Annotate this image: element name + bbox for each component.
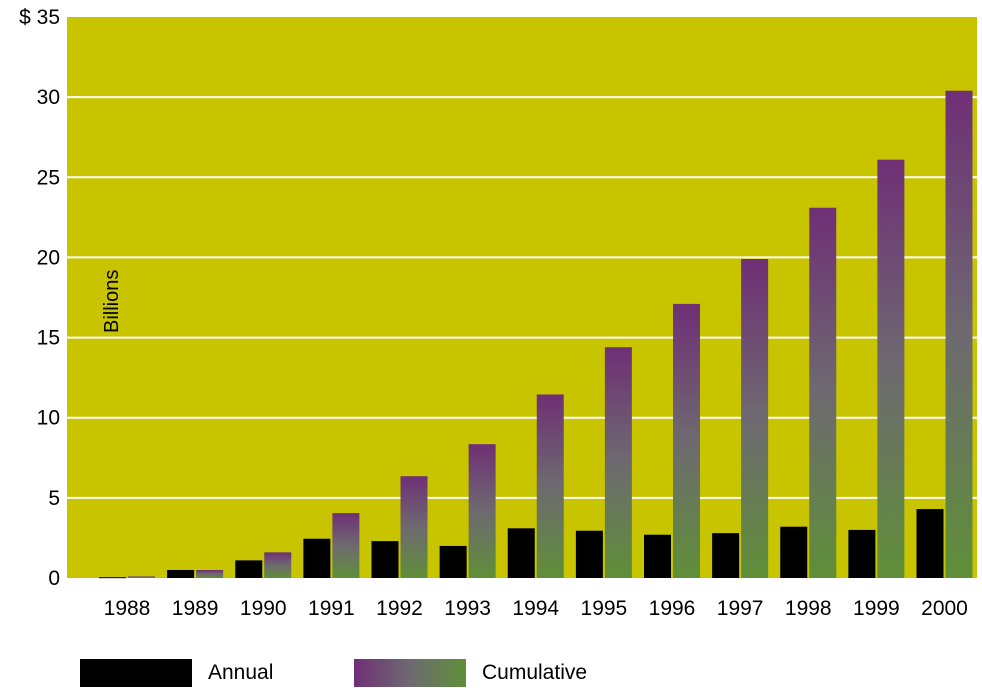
x-axis-ticks: 1988 1989 1990 1991 1992 1993 1994 1995 1996 1997… <box>104 597 968 620</box>
bar-cumulative <box>809 207 837 579</box>
x-tick-label: 1997 <box>717 597 764 620</box>
bar-annual <box>507 528 535 578</box>
bar-cumulative <box>945 90 973 578</box>
y-tick-label: 0 <box>48 567 60 590</box>
bar-annual <box>644 534 671 578</box>
x-tick-label: 1993 <box>444 597 491 620</box>
bar-annual <box>916 509 944 578</box>
bar-annual <box>575 530 603 578</box>
bar-cumulative <box>400 476 428 578</box>
legend-cumulative: Cumulative <box>354 657 587 689</box>
bar-cumulative <box>196 569 224 578</box>
y-axis-label: Billions <box>101 270 123 333</box>
x-tick-label: 1992 <box>376 597 423 620</box>
y-axis-ticks: 0 5 10 15 20 25 30 $ 35 <box>19 6 60 590</box>
bar-annual <box>99 577 126 579</box>
bar-annual <box>371 541 399 578</box>
bar-annual <box>712 533 740 578</box>
bar-cumulative <box>468 444 496 578</box>
x-tick-label: 1999 <box>853 597 900 620</box>
bar-cumulative <box>332 513 360 578</box>
x-tick-label: 1988 <box>104 597 151 620</box>
bar-annual <box>167 569 195 578</box>
bar-annual <box>303 538 331 578</box>
bar-annual <box>780 526 808 578</box>
x-tick-label: 1995 <box>581 597 628 620</box>
bar-cumulative <box>264 552 292 578</box>
x-tick-label: 1994 <box>512 597 559 620</box>
bar-annual <box>439 545 467 578</box>
x-tick-label: 1989 <box>172 597 219 620</box>
bar-annual <box>848 529 876 578</box>
y-tick-label: 15 <box>37 327 60 350</box>
y-tick-label: 10 <box>37 407 60 430</box>
legend-swatch-annual <box>80 659 192 687</box>
y-tick-label: 20 <box>37 246 60 269</box>
y-tick-label: 25 <box>37 166 60 189</box>
bar-cumulative <box>741 259 769 578</box>
bar-cumulative <box>536 394 564 578</box>
y-tick-label: 5 <box>48 487 60 510</box>
bar-annual <box>235 560 263 578</box>
y-tick-label: 30 <box>37 86 60 109</box>
bar-cumulative <box>877 159 905 578</box>
bar-cumulative <box>673 303 700 578</box>
legend-label-cumulative: Cumulative <box>482 661 588 684</box>
x-tick-label: 1991 <box>308 597 355 620</box>
plot-area <box>67 17 977 578</box>
bar-cumulative <box>604 347 632 578</box>
legend-swatch-cumulative <box>354 659 466 687</box>
chart: 0 5 10 15 20 25 30 $ 35 1988 1989 1990 1991 1992 199… <box>19 6 977 620</box>
x-tick-label: 1996 <box>649 597 696 620</box>
legend-label-annual: Annual <box>208 661 274 684</box>
bar-cumulative <box>128 576 155 578</box>
y-tick-label: $ 35 <box>19 6 60 29</box>
x-tick-label: 1990 <box>240 597 287 620</box>
x-tick-label: 2000 <box>921 597 968 620</box>
bars <box>99 90 973 579</box>
legend-annual: Annual <box>80 657 273 689</box>
x-tick-label: 1998 <box>785 597 832 620</box>
